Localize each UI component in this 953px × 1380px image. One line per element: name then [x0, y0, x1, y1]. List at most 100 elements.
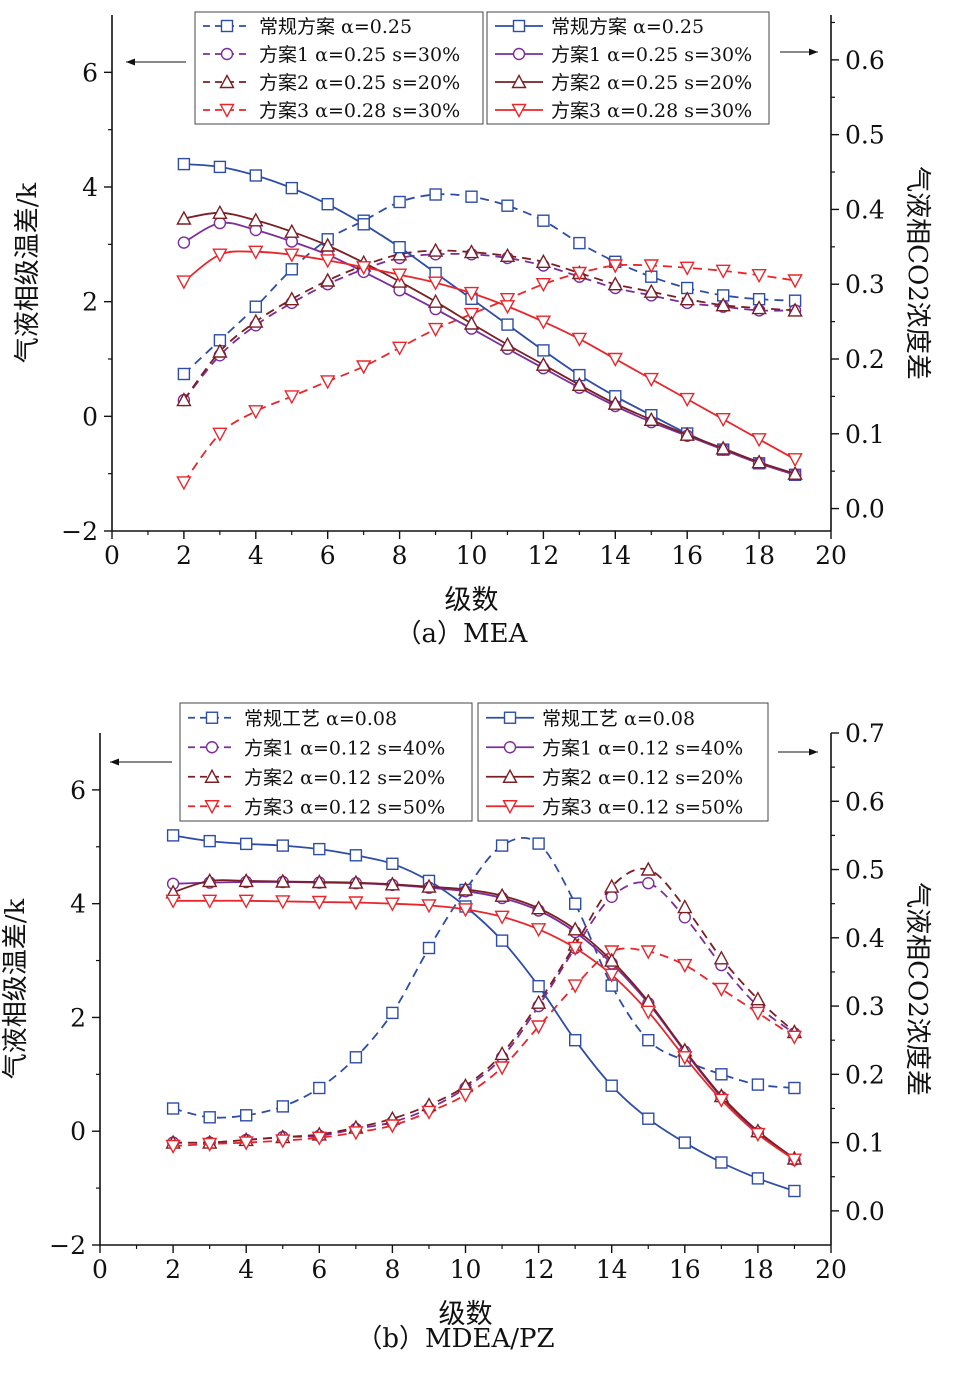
series-0-point-7 — [422, 941, 436, 955]
series-4-point-9-shape — [495, 934, 509, 947]
series-0-point-10-shape — [537, 214, 550, 227]
series-3-point-14 — [679, 261, 695, 276]
series-4-point-17 — [788, 1184, 801, 1198]
series-7-point-10-shape — [535, 315, 552, 330]
series-7-point-4 — [320, 254, 336, 269]
series-3-point-6-shape — [384, 1119, 401, 1134]
series-3-point-1 — [202, 1137, 218, 1152]
y-right-tick-label-5: 0.5 — [845, 121, 885, 150]
series-3-point-5 — [356, 360, 372, 375]
legend-left-entry-1: 方案1 α=0.25 s=30% — [259, 44, 460, 66]
y-left-tick-label-4: 6 — [82, 58, 98, 87]
series-7-point-16 — [751, 433, 767, 448]
series-2-point-3 — [284, 291, 300, 306]
y-right-tick-label-2: 0.2 — [845, 1060, 885, 1089]
y-right-tick-label-3: 0.3 — [845, 992, 885, 1021]
legend-right-swatch-marker-1-shape — [512, 47, 526, 61]
series-2-point-10 — [530, 994, 547, 1009]
series-4-point-2 — [239, 837, 253, 851]
series-3-point-10 — [535, 278, 552, 293]
legend-left-swatch-marker-3-shape — [219, 103, 235, 118]
series-6-point-15-shape — [715, 440, 731, 455]
series-4-point-3 — [285, 181, 298, 195]
series-6-point-11-shape — [571, 376, 588, 391]
legend-left-entry-3: 方案3 α=0.28 s=30% — [259, 100, 460, 122]
series-6-point-11-shape — [567, 921, 583, 936]
series-3-point-5-shape — [356, 360, 372, 375]
series-4-point-1-shape — [203, 834, 216, 848]
series-3-point-11 — [567, 979, 583, 994]
series-4-point-6-shape — [386, 857, 399, 870]
series-6-point-7-shape — [421, 878, 437, 893]
legend-left-swatch-marker-0-shape — [220, 19, 234, 33]
legend-left-entry-0: 常规工艺 α=0.08 — [244, 708, 397, 730]
series-2-point-15 — [713, 950, 730, 965]
series-4-point-2-shape — [239, 837, 253, 851]
legend-left-swatch-marker-2-shape — [204, 768, 220, 783]
series-3-point-5 — [348, 1126, 364, 1141]
series-4-point-4-shape — [321, 197, 334, 211]
y-left-tick-label-3: 4 — [82, 173, 98, 202]
series-4 — [166, 829, 801, 1198]
series-6-point-8-shape — [463, 315, 480, 330]
series-3-point-14-shape — [677, 958, 693, 974]
series-3-point-13 — [643, 259, 659, 274]
series-3-point-6-shape — [391, 341, 408, 356]
series-6-point-1-shape — [212, 204, 228, 220]
legend-right: 常规方案 α=0.25 方案1 α=0.25 s=30% 方案2 α=0.25 s=… — [486, 11, 770, 125]
series-7-point-17-shape — [786, 1153, 803, 1168]
legend-left-swatch-marker-2-shape — [219, 74, 235, 89]
series-3-point-15-shape — [713, 982, 730, 997]
series-0-point-3 — [285, 263, 298, 276]
series-4-point-12 — [605, 1079, 618, 1092]
series-3-point-1-shape — [202, 1137, 218, 1152]
series-3-point-12-shape — [604, 945, 620, 960]
series-6-point-5-shape — [348, 874, 364, 889]
series-7-point-6 — [384, 897, 401, 912]
series-3-point-16 — [750, 1006, 766, 1021]
series-4-point-4-shape — [313, 842, 326, 856]
series-7-point-6-shape — [391, 268, 408, 283]
y-left-tick-label-3: 4 — [70, 890, 86, 919]
series-7-point-16-shape — [751, 433, 767, 448]
y-left-tick-label-1: 0 — [70, 1117, 86, 1146]
series-7-point-0-shape — [176, 275, 192, 290]
x-tick-label-0: 0 — [92, 1255, 108, 1284]
series-7-point-5 — [348, 896, 364, 911]
series-7-point-5-shape — [348, 896, 364, 911]
series-7-point-3-shape — [275, 895, 291, 910]
x-tick-label-3: 6 — [311, 1255, 327, 1284]
series-4-point-14 — [678, 1136, 691, 1149]
y-right-tick-label-0: 0.0 — [845, 1197, 885, 1226]
series-3-point-13-shape — [640, 945, 656, 960]
legend-right-entry-3: 方案3 α=0.12 s=50% — [542, 796, 743, 818]
series-2-point-4-shape — [320, 272, 336, 287]
series-3-point-11 — [571, 266, 588, 281]
series-7-point-1 — [202, 894, 218, 909]
x-tick-label-8: 16 — [671, 541, 703, 570]
series-3-point-5-shape — [348, 1126, 364, 1141]
series-3-point-16-shape — [751, 269, 767, 284]
series-5-point-0-shape — [177, 236, 191, 249]
series-2-point-9-shape — [499, 247, 516, 262]
series-3-point-3 — [275, 1134, 291, 1149]
chart-panel-b: 0 2 4 6 8 10 12 14 16 18 20−202460.00.10.20.30.40.… — [1, 702, 932, 1354]
series-3-point-15-shape — [715, 264, 731, 279]
series-2-point-10 — [535, 253, 552, 268]
series-6-point-2-shape — [238, 872, 254, 888]
series-4-point-1 — [213, 160, 227, 174]
series-7-point-17 — [786, 1153, 803, 1168]
series-6-point-9-shape — [499, 336, 516, 351]
x-tick-label-4: 8 — [384, 1255, 400, 1284]
series-3-point-17 — [786, 1030, 803, 1045]
series-5-point-1 — [213, 216, 227, 230]
series-3-point-9-shape — [499, 293, 516, 308]
legend-right-swatch-marker-0-shape — [503, 711, 517, 724]
series-7-point-6-shape — [384, 897, 401, 912]
series-6-point-3 — [275, 873, 291, 888]
series-6-point-11 — [571, 376, 588, 391]
series-5 — [166, 875, 801, 1166]
series-7-point-7-shape — [427, 276, 444, 291]
series-3-point-10-shape — [530, 1020, 547, 1035]
